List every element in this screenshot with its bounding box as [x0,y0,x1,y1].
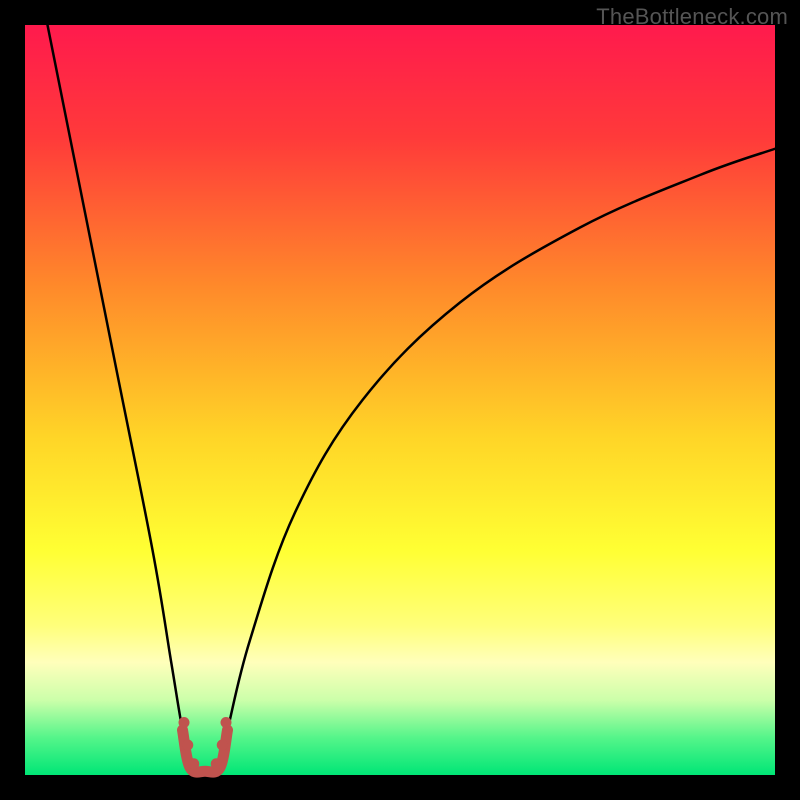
trough-dot [211,758,222,769]
trough-dot [179,717,190,728]
bottleneck-chart [0,0,800,800]
trough-dot [188,758,199,769]
trough-dot [221,717,232,728]
plot-gradient [25,25,775,775]
chart-wrapper: TheBottleneck.com [0,0,800,800]
trough-dot [217,740,228,751]
trough-dot [182,740,193,751]
watermark-text: TheBottleneck.com [596,4,788,30]
